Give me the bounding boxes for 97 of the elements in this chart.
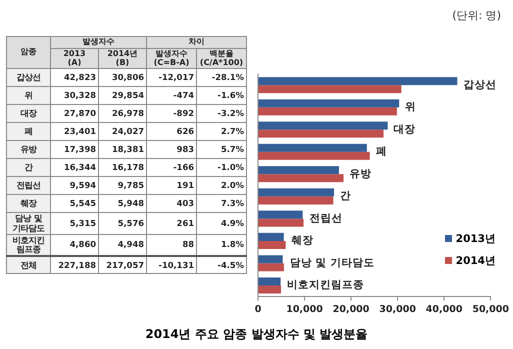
text: 27,870 xyxy=(64,108,96,118)
y-tick-label: 유방 xyxy=(350,168,372,180)
text: 4,948 xyxy=(118,239,144,250)
text: 42,823 xyxy=(64,72,96,82)
category-label: 위 xyxy=(24,90,32,100)
x-tick-label: 30,000 xyxy=(379,304,416,315)
category-label: 2013 (A) xyxy=(50,48,98,69)
y-tick-label: 비호지킨림프종 xyxy=(287,279,364,292)
text: (단위: 명) xyxy=(452,8,501,23)
bar xyxy=(258,152,370,160)
bar xyxy=(258,210,303,219)
text: 2.7% xyxy=(220,126,244,136)
bar xyxy=(258,188,334,196)
text: 23,401 xyxy=(64,126,96,136)
bar xyxy=(258,130,384,138)
text: 16,344 xyxy=(64,162,96,172)
x-tick-label: 10,000 xyxy=(286,304,324,315)
bar xyxy=(258,99,400,108)
text: 983 xyxy=(176,144,194,154)
text: 217,057 xyxy=(106,260,144,270)
bar xyxy=(258,85,402,94)
category-label: 발생자수 (C=B-A) xyxy=(146,48,196,69)
text: -166 xyxy=(173,162,194,172)
category-label: 담낭 및 기타담도 xyxy=(12,213,44,233)
text: -28.1% xyxy=(212,72,244,82)
text: -892 xyxy=(173,108,194,118)
text: -1.0% xyxy=(218,162,244,172)
bar xyxy=(258,218,304,227)
bar xyxy=(258,107,397,116)
text: 403 xyxy=(176,198,194,208)
category-label: 유방 xyxy=(20,144,36,154)
x-tick-label: 50,000 xyxy=(472,304,510,315)
bar xyxy=(258,263,284,272)
text: -12,017 xyxy=(158,72,194,82)
x-tick-label: 0 xyxy=(254,304,262,315)
text: 29,854 xyxy=(112,90,144,100)
category-label: 췌장 xyxy=(20,198,36,208)
text: 626 xyxy=(176,126,194,136)
bar xyxy=(258,277,281,286)
text: 227,188 xyxy=(58,260,96,270)
text: 5,576 xyxy=(118,218,144,228)
text: -3.2% xyxy=(218,108,244,118)
text: -1.6% xyxy=(218,90,244,100)
bar xyxy=(258,77,458,86)
text: 차이 xyxy=(146,36,246,48)
text: 5.7% xyxy=(220,144,244,154)
text: -4.5% xyxy=(218,260,244,270)
text: 1.8% xyxy=(220,239,244,250)
text: 16,178 xyxy=(112,162,144,172)
y-tick-label: 담낭 및 기타담도 xyxy=(290,256,374,269)
text: 2014년 주요 암종 발생자수 및 발생분율 xyxy=(144,326,369,343)
text: 26,978 xyxy=(112,108,144,118)
text: -474 xyxy=(173,90,194,100)
bar xyxy=(258,232,284,241)
text: 88 xyxy=(182,239,194,250)
x-tick-label: 20,000 xyxy=(332,304,370,315)
category-label: 갑상선 xyxy=(16,72,40,82)
text: -10,131 xyxy=(158,260,194,270)
text: 30,328 xyxy=(64,90,96,100)
bar xyxy=(258,174,344,182)
text: 4,860 xyxy=(70,239,96,250)
category-label: 전체 xyxy=(20,260,36,270)
text: 191 xyxy=(176,180,194,190)
bar xyxy=(258,196,334,204)
text: 7.3% xyxy=(220,198,244,208)
bar xyxy=(258,122,388,130)
bar xyxy=(258,144,367,152)
category-label: 폐 xyxy=(24,126,32,136)
category-label: 간 xyxy=(24,162,32,172)
text: 9,594 xyxy=(70,180,96,190)
text: 발생자수 xyxy=(50,36,146,48)
text: 5,545 xyxy=(70,198,96,208)
bar xyxy=(258,166,339,174)
category-label: 비호지킨림프종 xyxy=(12,234,44,254)
text: 2.0% xyxy=(220,180,244,190)
category-label: 백분율 (C/A*100) xyxy=(196,48,246,69)
y-tick-label: 췌장 xyxy=(292,234,314,247)
text: 17,398 xyxy=(64,144,96,154)
text: 5,315 xyxy=(70,218,96,228)
bar xyxy=(258,285,282,294)
text: 18,381 xyxy=(112,144,144,154)
y-tick-label: 전립선 xyxy=(310,212,343,224)
text: 암종 xyxy=(6,36,50,69)
legend-label: 2013년 xyxy=(454,232,496,247)
bar xyxy=(258,255,283,264)
bar xyxy=(258,240,286,249)
text: 5,948 xyxy=(118,198,144,208)
text: 9,785 xyxy=(118,180,144,190)
category-label: 대장 xyxy=(20,108,36,118)
x-tick-label: 40,000 xyxy=(426,304,463,315)
text: 30,806 xyxy=(112,72,144,82)
category-label: 전립선 xyxy=(16,180,40,190)
text: 24,027 xyxy=(112,126,144,136)
text: 4.9% xyxy=(220,218,244,228)
category-label: 2014년 (B) xyxy=(98,48,146,69)
text: 261 xyxy=(176,218,194,228)
legend-label: 2014년 xyxy=(454,254,496,269)
